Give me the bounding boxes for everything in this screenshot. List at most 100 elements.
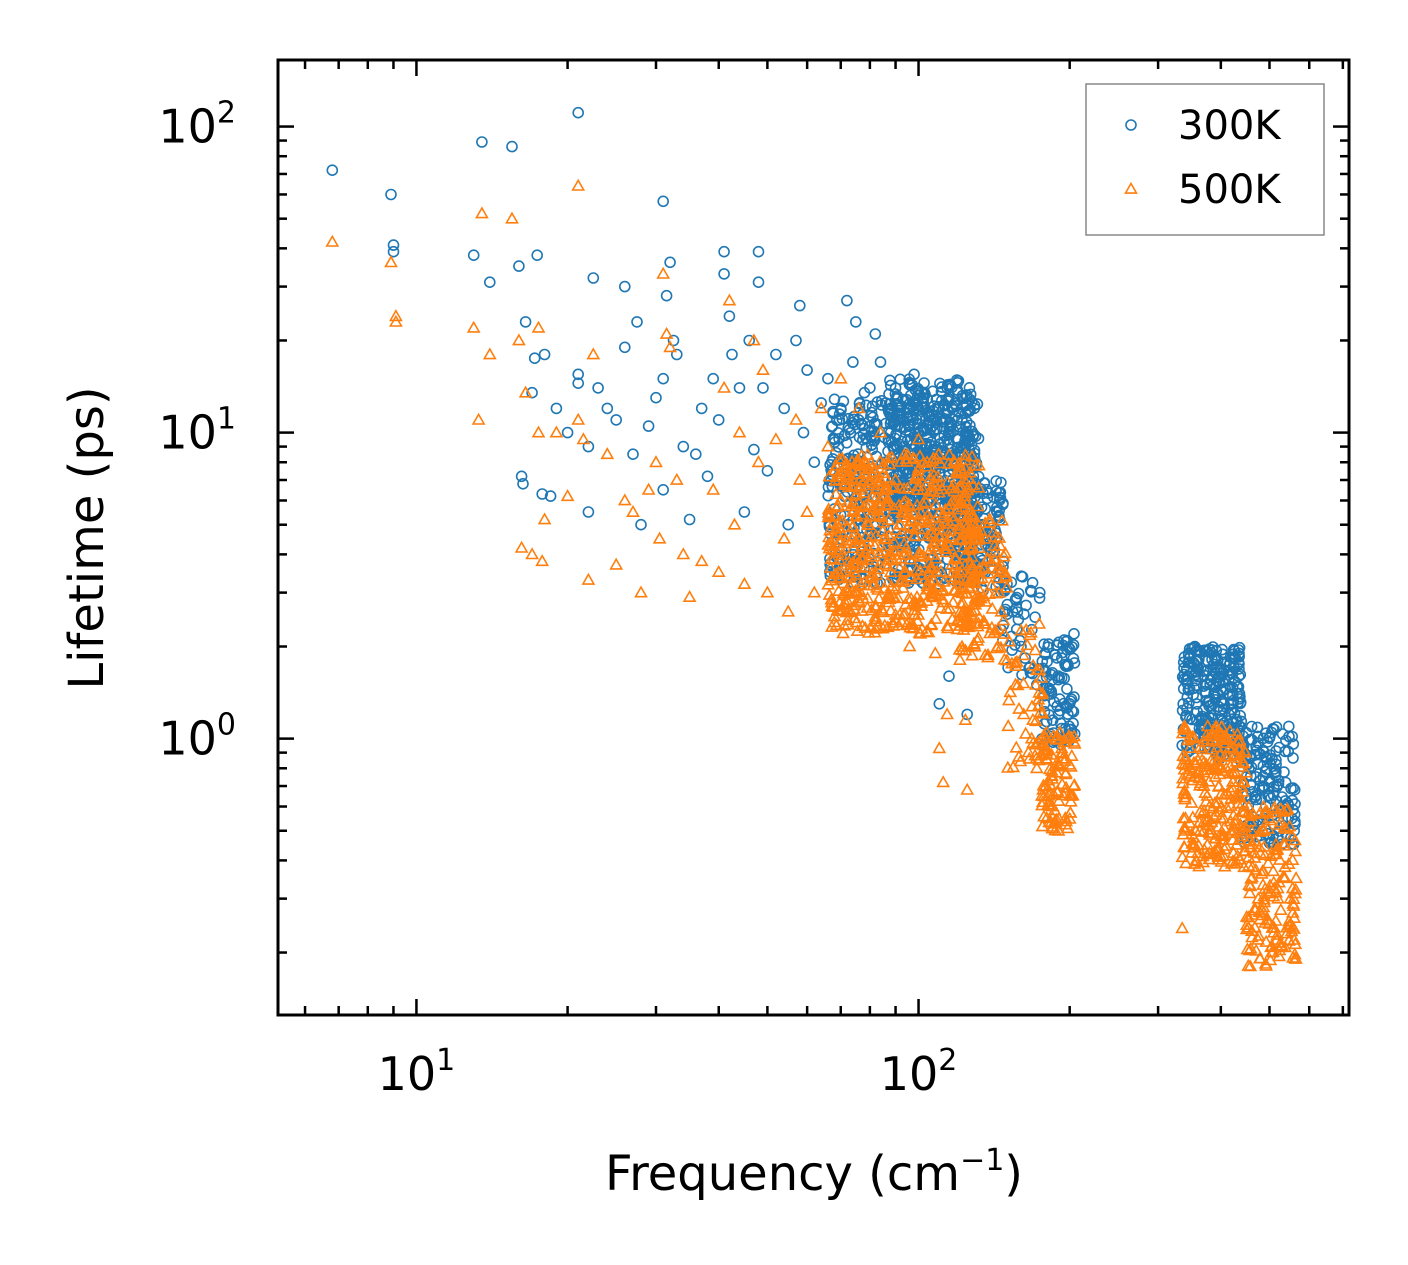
data-point-500K xyxy=(1058,817,1073,830)
data-point-500K xyxy=(1195,742,1210,755)
data-point-500K xyxy=(892,560,907,573)
data-point-500K xyxy=(649,455,663,468)
data-point-500K xyxy=(747,333,761,346)
data-point-500K xyxy=(894,551,909,564)
data-point-300K xyxy=(840,436,853,449)
data-point-500K xyxy=(868,614,883,627)
data-point-500K xyxy=(916,482,931,495)
data-point-300K xyxy=(797,426,810,439)
data-point-500K xyxy=(1029,761,1044,774)
data-point-300K xyxy=(1257,760,1270,772)
data-point-300K xyxy=(689,448,702,461)
data-point-300K xyxy=(884,374,896,387)
data-point-500K xyxy=(1064,788,1079,801)
data-point-500K xyxy=(960,614,974,627)
data-point-300K xyxy=(743,334,756,347)
data-point-300K xyxy=(519,316,532,328)
data-point-500K xyxy=(1229,788,1243,801)
data-point-500K xyxy=(916,588,931,601)
data-point-300K xyxy=(921,423,934,436)
data-point-300K xyxy=(1250,740,1262,753)
data-point-500K xyxy=(1257,806,1272,819)
data-point-500K xyxy=(883,603,898,616)
data-point-500K xyxy=(850,623,865,637)
data-point-500K xyxy=(865,489,880,502)
data-point-500K xyxy=(868,509,883,522)
data-point-500K xyxy=(836,597,851,610)
data-point-300K xyxy=(707,372,720,385)
data-point-500K xyxy=(1258,956,1273,969)
data-point-500K xyxy=(1266,864,1281,877)
data-point-500K xyxy=(882,589,897,602)
data-point-500K xyxy=(1002,634,1017,647)
data-point-500K xyxy=(972,458,986,471)
data-point-300K xyxy=(631,316,643,328)
data-point-500K xyxy=(641,482,656,495)
data-point-500K xyxy=(1258,848,1272,861)
data-point-500K xyxy=(984,578,999,591)
data-point-500K xyxy=(1062,811,1077,824)
data-point-500K xyxy=(1178,821,1193,834)
data-point-300K xyxy=(951,414,963,427)
data-point-500K xyxy=(1018,726,1033,739)
data-point-500K xyxy=(889,581,903,594)
data-point-300K xyxy=(871,396,884,408)
data-point-500K xyxy=(910,572,924,585)
data-point-300K xyxy=(934,437,947,450)
data-point-300K xyxy=(326,164,339,176)
data-point-500K xyxy=(911,478,925,492)
data-point-500K xyxy=(1276,869,1291,882)
data-point-300K xyxy=(822,481,835,493)
data-point-500K xyxy=(943,497,958,510)
data-point-500K xyxy=(1183,740,1197,754)
data-point-300K xyxy=(561,426,574,439)
data-point-500K xyxy=(1059,780,1073,793)
data-point-500K xyxy=(1062,757,1077,770)
data-point-300K xyxy=(833,414,846,426)
data-point-300K xyxy=(902,412,914,424)
data-point-300K xyxy=(782,518,795,531)
data-point-300K xyxy=(827,432,840,445)
data-point-500K xyxy=(1064,794,1078,807)
data-point-300K xyxy=(667,334,680,347)
data-point-300K xyxy=(1061,683,1073,695)
data-point-500K xyxy=(926,581,941,594)
data-point-500K xyxy=(1040,752,1055,765)
data-point-300K xyxy=(695,402,708,415)
data-point-500K xyxy=(1028,677,1043,690)
data-point-300K xyxy=(801,364,813,376)
data-point-500K xyxy=(1257,823,1271,836)
data-point-500K xyxy=(965,549,979,562)
data-point-500K xyxy=(832,603,847,617)
data-point-300K xyxy=(892,407,905,419)
data-point-300K xyxy=(838,429,851,442)
data-point-500K xyxy=(836,626,850,639)
data-point-500K xyxy=(1243,879,1258,892)
data-point-500K xyxy=(982,512,997,525)
data-point-300K xyxy=(572,106,585,119)
data-point-300K xyxy=(733,382,746,394)
data-point-500K xyxy=(868,621,883,634)
data-point-500K xyxy=(1177,786,1191,799)
data-point-500K xyxy=(920,528,935,541)
data-point-300K xyxy=(928,440,941,452)
data-point-500K xyxy=(851,466,866,479)
data-point-500K xyxy=(1243,959,1258,972)
data-point-500K xyxy=(1199,794,1213,807)
data-point-500K xyxy=(942,516,957,529)
data-point-500K xyxy=(1241,799,1256,812)
data-point-500K xyxy=(525,547,539,560)
data-point-300K xyxy=(1207,679,1219,691)
data-point-300K xyxy=(1010,594,1022,607)
data-point-500K xyxy=(941,538,956,551)
data-point-500K xyxy=(722,293,737,306)
data-point-500K xyxy=(888,613,903,626)
data-point-500K xyxy=(976,588,991,602)
data-point-500K xyxy=(823,560,838,573)
data-point-500K xyxy=(682,589,697,603)
data-point-500K xyxy=(1273,938,1288,951)
data-point-300K xyxy=(1286,730,1298,743)
data-point-300K xyxy=(935,385,948,398)
data-point-500K xyxy=(919,495,934,508)
y-tick-label: 102 xyxy=(158,96,236,154)
